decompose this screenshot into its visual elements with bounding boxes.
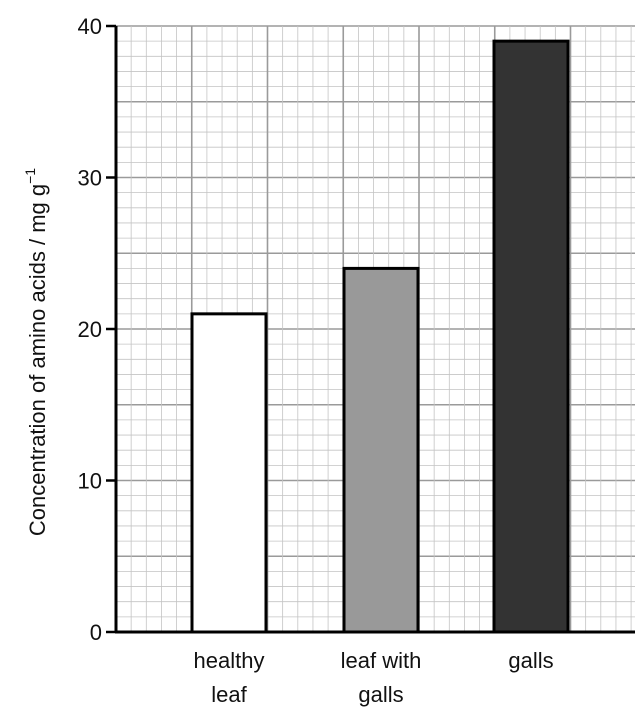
- y-axis-title-text: Concentration of amino acids / mg g: [25, 184, 50, 536]
- x-category-label: leaf with galls: [341, 648, 422, 707]
- y-axis-title-superscript: −1: [22, 168, 38, 184]
- y-tick-label: 20: [78, 317, 102, 342]
- x-category-label-line: healthy: [194, 648, 265, 673]
- y-tick-label: 30: [78, 166, 102, 191]
- y-axis-title: Concentration of amino acids / mg g−1: [22, 168, 50, 536]
- x-category-label: healthy leaf: [194, 648, 265, 707]
- x-axis-labels: healthy leaf leaf with galls galls: [194, 648, 554, 707]
- x-category-label-line: leaf: [211, 682, 247, 707]
- y-tick-label: 40: [78, 14, 102, 39]
- y-axis-ticks: 0 10 20 30 40: [78, 14, 116, 645]
- bar-2: [492, 39, 570, 634]
- x-category-label-line: galls: [508, 648, 553, 673]
- bar-1: [342, 266, 420, 634]
- y-tick-label: 0: [90, 620, 102, 645]
- x-category-label-line: galls: [358, 682, 403, 707]
- x-category-label: galls: [508, 648, 553, 673]
- x-category-label-line: leaf with: [341, 648, 422, 673]
- chart-bars: [190, 39, 570, 634]
- y-tick-label: 10: [78, 469, 102, 494]
- bar-0: [190, 312, 268, 634]
